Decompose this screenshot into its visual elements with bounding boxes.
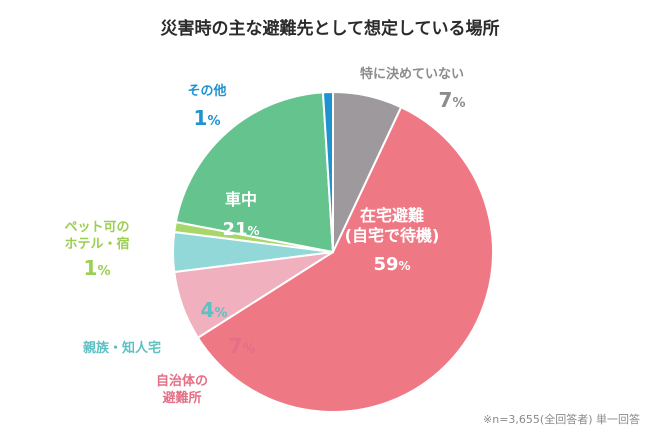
slice-home-evacuation [196,105,494,413]
percent-not-decided: 7% [439,88,466,112]
label-home-evacuation-line-1: 在宅避難 [360,206,424,225]
percent-in-car: 21% [222,219,259,240]
slice-other [321,90,334,253]
label-pet-hotel-line-1: ペット可の [64,220,129,235]
label-municipal-shelter-line-2: 避難所 [162,390,201,406]
percent-home-evacuation: 59% [373,254,410,275]
percent-relatives-home: 4% [201,298,228,322]
label-other-line-1: その他 [187,83,226,99]
label-municipal-shelter-line-1: 自治体の [156,373,208,389]
chart-title: 災害時の主な避難先として想定している場所 [160,19,500,39]
percent-municipal-shelter: 7% [229,334,256,358]
sample-note: ※n=3,655(全回答者) 単一回答 [483,413,640,426]
label-not-decided-line-1: 特に決めていない [360,66,464,82]
slice-in-car [174,91,335,254]
percent-pet-hotel: 1% [84,256,111,280]
pie-slices [171,90,494,413]
label-in-car-line-1: 車中 [225,190,257,209]
label-pet-hotel-line-2: ホテル・宿 [64,236,129,252]
label-home-evacuation-line-2: (自宅で待機) [345,226,440,245]
percent-other: 1% [194,106,221,130]
label-relatives-home-line-1: 親族・知人宅 [83,340,161,356]
